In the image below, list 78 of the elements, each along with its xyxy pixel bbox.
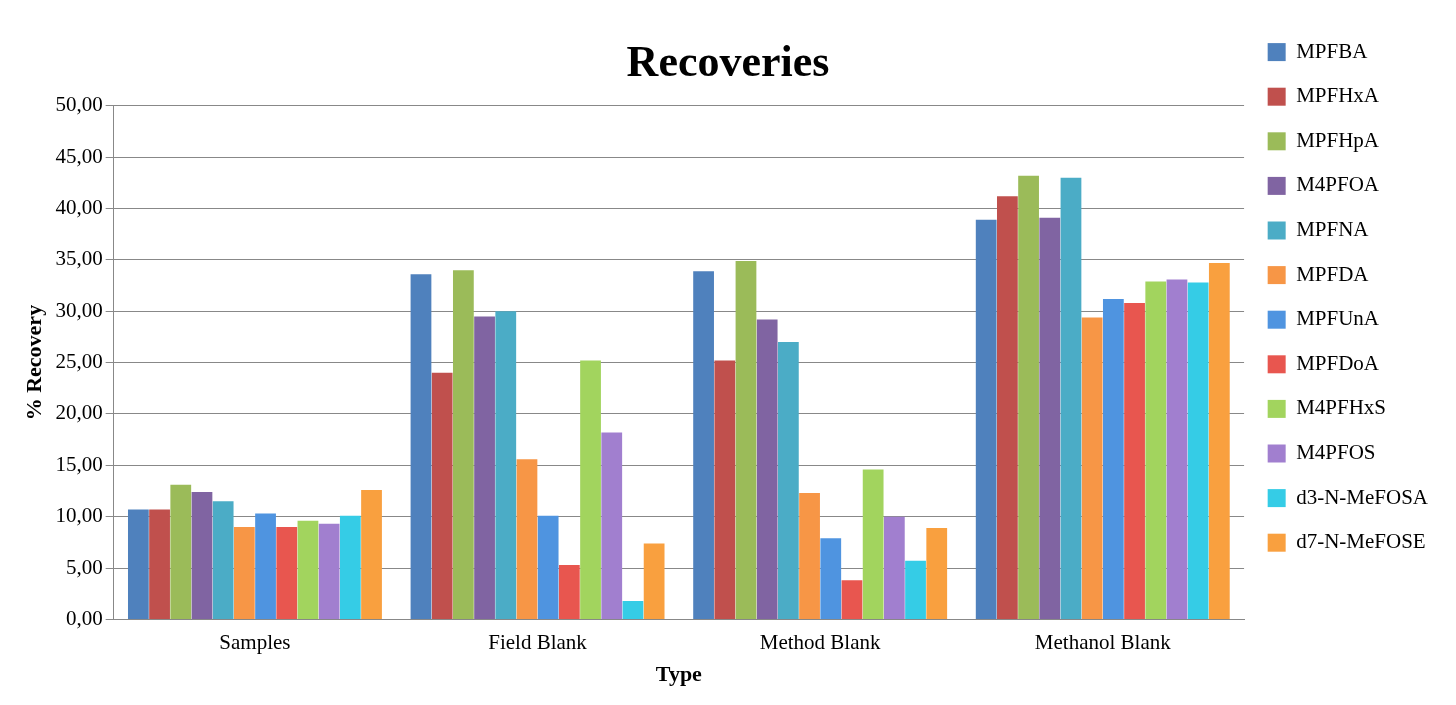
y-tick-label: 25,00 [55,349,103,374]
bar [516,459,538,619]
bar [127,509,149,619]
bar [622,600,644,619]
bar [558,564,580,619]
bar [975,219,997,619]
bar [149,509,170,619]
y-tick-label: 10,00 [55,503,103,528]
bar [1060,177,1082,619]
bar [474,316,495,619]
bar [820,538,842,619]
bar [643,543,665,619]
y-tick-label: 0,00 [65,605,103,630]
bar [883,516,905,619]
legend-label: MPFHxA [1296,83,1380,108]
legend-label: MPFHpA [1296,127,1380,152]
y-tick-label: 5,00 [65,554,103,579]
bar [318,523,340,619]
bar [756,319,778,619]
bar [580,360,601,619]
bar [862,469,884,619]
bar [276,526,298,619]
bar [255,513,276,619]
bar [191,492,213,619]
bar [1081,317,1103,619]
legend-label: d7-N-MeFOSE [1296,529,1426,554]
legend-label: MPFBA [1296,38,1369,63]
bar [1145,281,1167,619]
x-tick-label: Method Blank [759,629,882,654]
bar [601,432,623,619]
bar [339,515,361,619]
y-tick-label: 35,00 [55,246,103,271]
legend-label: d3-N-MeFOSA [1296,484,1429,509]
bar [905,560,926,619]
legend-label: MPFDoA [1296,350,1380,375]
bar [693,271,714,619]
legend-label: MPFUnA [1296,306,1380,331]
x-tick-label: Methanol Blank [1034,629,1172,654]
bar [841,580,863,619]
bar [212,501,234,619]
bar [799,493,820,619]
bar [1208,262,1230,619]
bar [537,515,559,619]
bar [1102,298,1124,619]
bar [714,360,736,619]
y-tick-label: 50,00 [55,92,103,117]
bar [297,520,319,619]
bar [233,526,255,619]
x-axis-title: Type [655,661,703,687]
y-tick-label: 45,00 [55,143,103,168]
bar [1039,217,1061,619]
bar [1166,279,1188,619]
bar [926,527,948,619]
bar [495,311,517,619]
bar [777,342,799,619]
legend-label: M4PFOS [1296,440,1376,465]
chart-title: Recoveries [626,36,830,86]
y-tick-label: 40,00 [55,195,103,220]
bar [1124,303,1145,619]
bar [410,274,432,619]
legend-label: M4PFHxS [1296,395,1387,420]
bar [452,270,474,619]
legend-label: M4PFOA [1296,172,1380,197]
y-tick-label: 30,00 [55,297,103,322]
bar [1187,282,1209,619]
bar [735,260,757,619]
x-tick-label: Field Blank [488,629,588,654]
bar [1018,175,1039,619]
bar [170,484,192,619]
y-axis-title: % Recovery [20,304,46,421]
x-tick-label: Samples [219,629,291,654]
bar [997,196,1018,619]
bar [361,489,382,619]
y-tick-label: 20,00 [55,400,103,425]
legend-label: MPFNA [1296,217,1370,242]
legend-label: MPFDA [1296,261,1370,286]
y-tick-label: 15,00 [55,451,103,476]
bar [431,372,453,619]
